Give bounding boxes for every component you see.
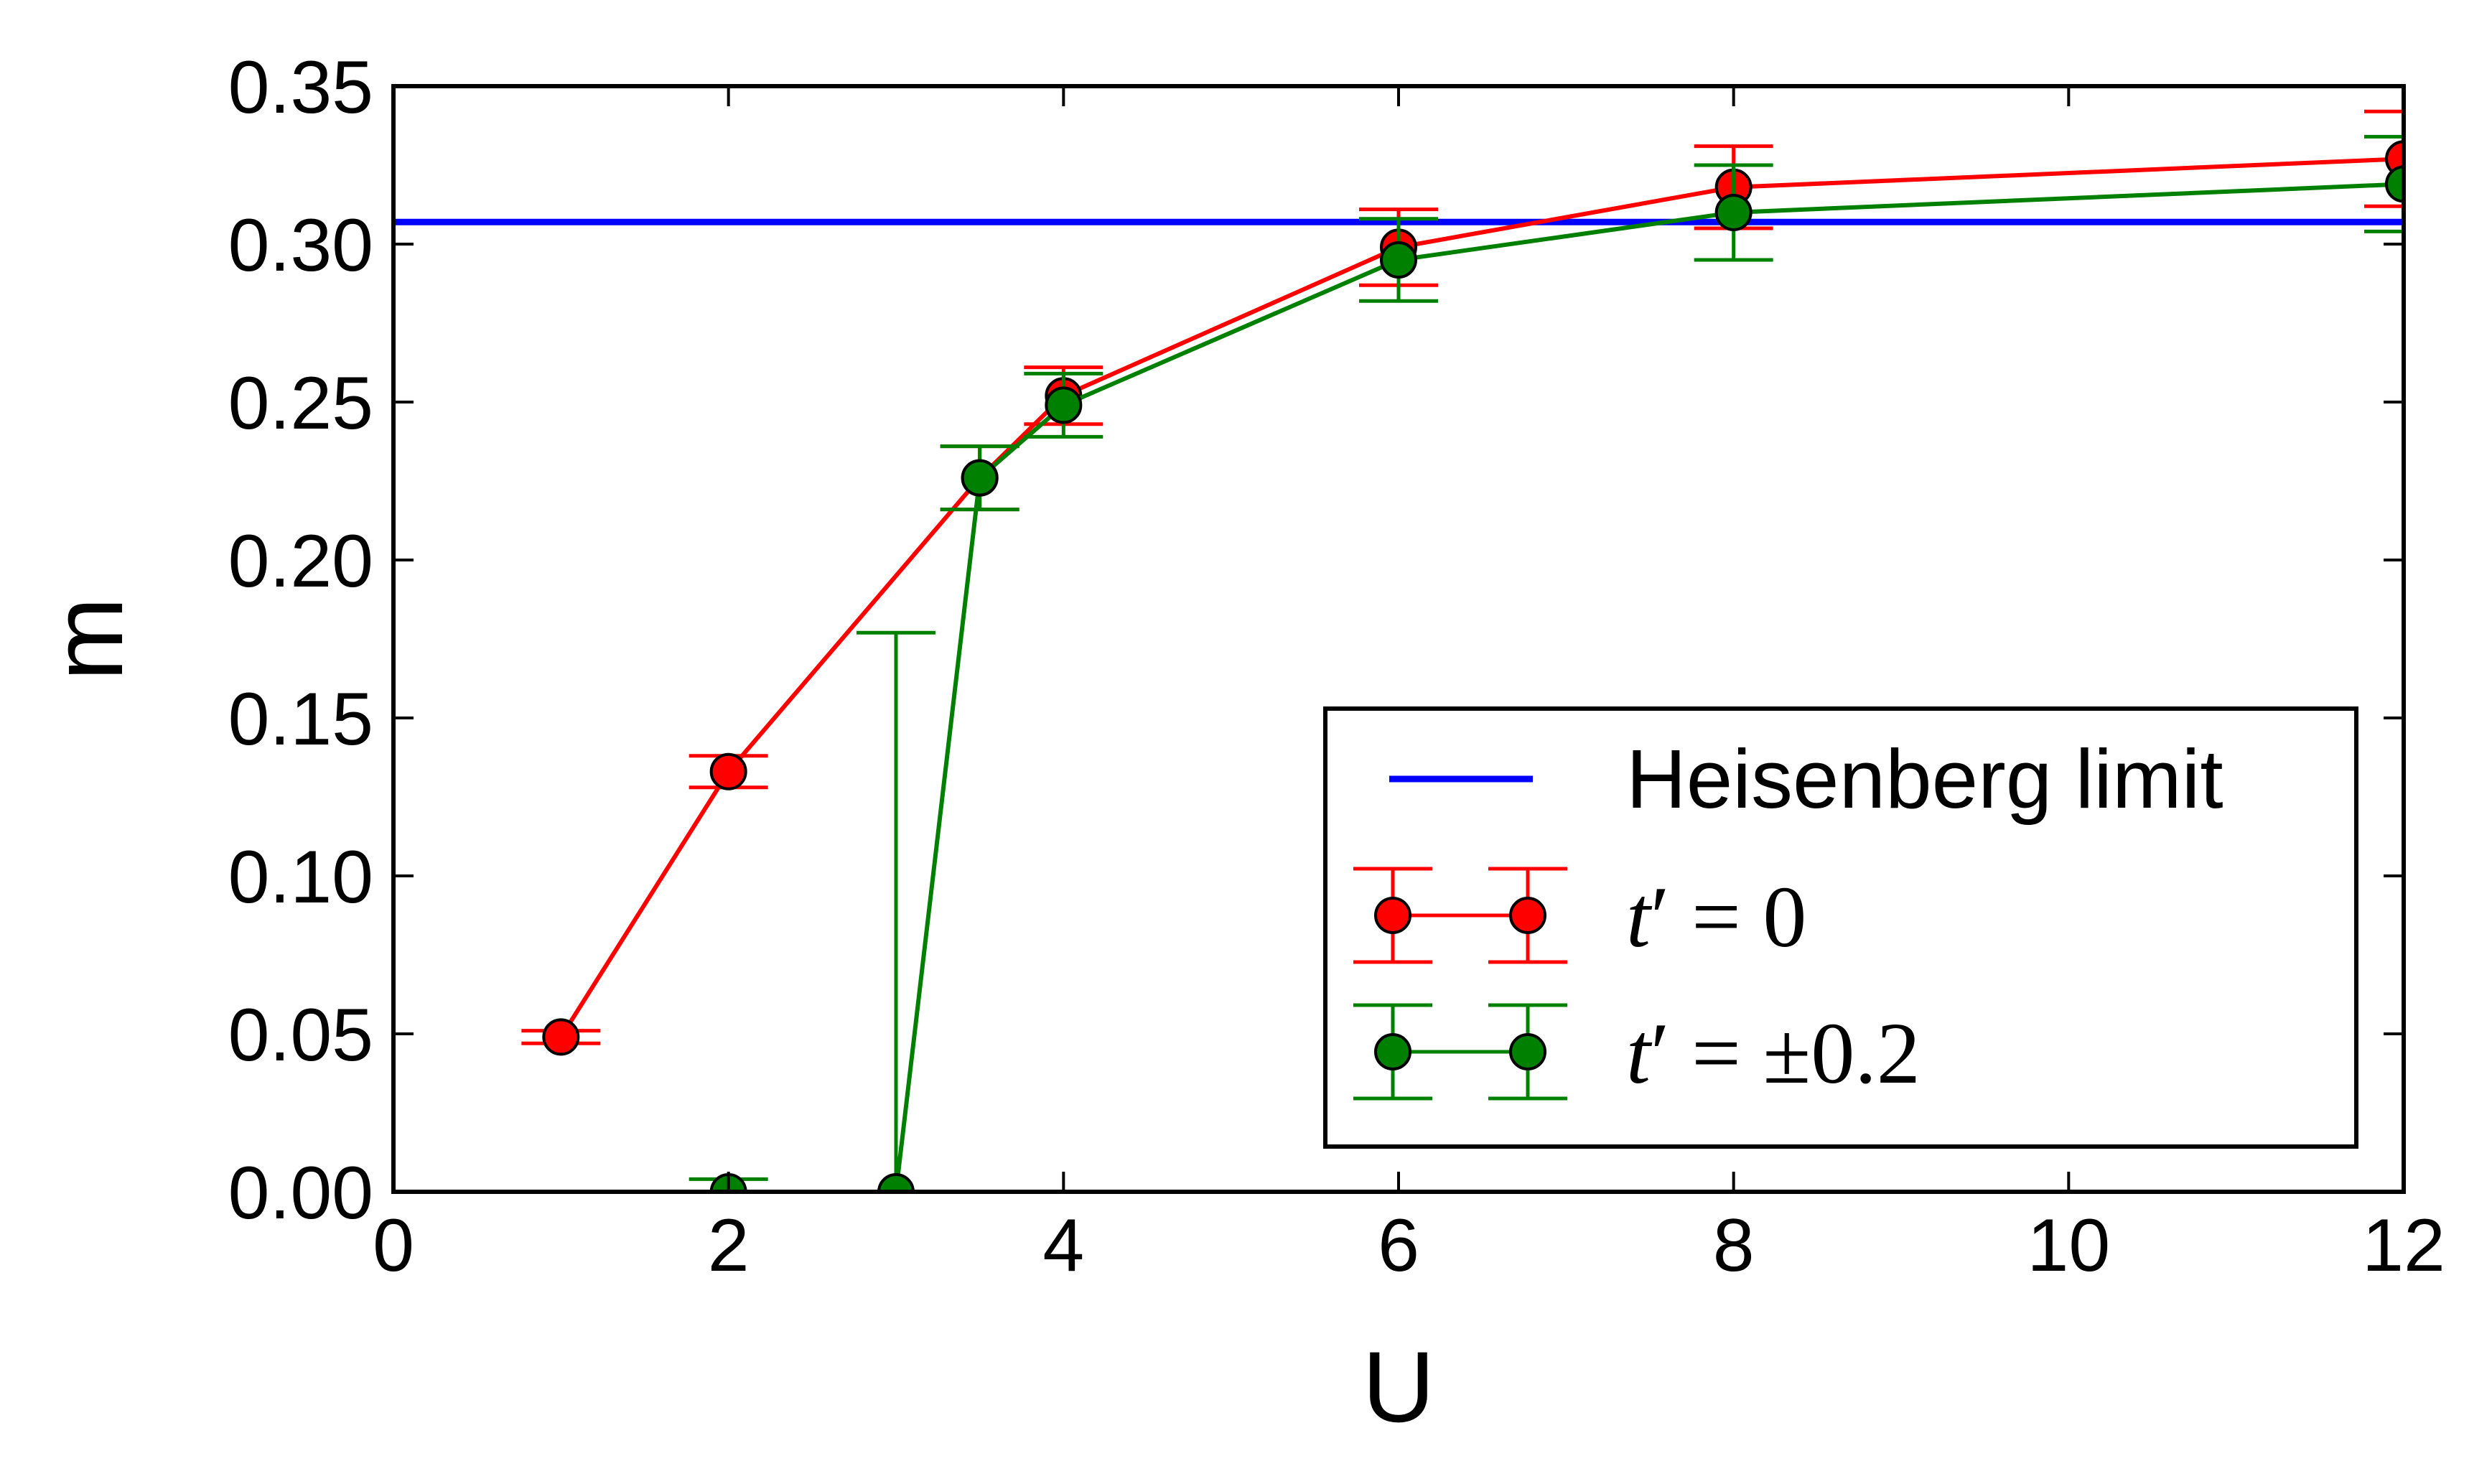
- x-tick-label: 4: [1042, 1204, 1084, 1287]
- data-point: [542, 1018, 580, 1056]
- x-tick-label: 10: [2027, 1204, 2110, 1287]
- y-tick-label: 0.10: [228, 836, 373, 919]
- data-point: [1714, 194, 1753, 231]
- x-tick-label: 6: [1378, 1204, 1419, 1287]
- legend-series-t02-marker: [1353, 1003, 1567, 1101]
- y-tick-label: 0.30: [228, 204, 373, 287]
- y-tick-label: 0.25: [228, 362, 373, 445]
- y-axis-label: m: [31, 597, 144, 681]
- y-tick-label: 0.00: [228, 1152, 373, 1235]
- tick-layer: 0 2 4 6 8 10 12 0.00 0.05 0.10 0.15 0.20 0.25 0.30 0.3…: [228, 46, 2445, 1287]
- legend-series-t02-label: t′ = ±0.2: [1626, 1005, 1921, 1102]
- legend-heisenberg-label: Heisenberg limit: [1626, 732, 2223, 826]
- plot-layer: [393, 109, 2404, 1192]
- x-tick-label: 8: [1713, 1204, 1755, 1287]
- y-tick-label: 0.35: [228, 46, 373, 129]
- data-point: [2385, 165, 2404, 203]
- x-tick-label: 2: [708, 1204, 750, 1287]
- data-point: [877, 1173, 915, 1192]
- plot-frame: [391, 84, 2406, 1194]
- x-tick-label: 0: [373, 1204, 414, 1287]
- x-tick-label: 12: [2362, 1204, 2445, 1287]
- y-tick-label: 0.15: [228, 678, 373, 761]
- data-point: [961, 459, 999, 497]
- data-point: [1045, 386, 1083, 424]
- x-axis-label: U: [1362, 1330, 1434, 1443]
- legend: Heisenberg limit t′ = 0: [1323, 706, 2358, 1149]
- data-point: [1380, 241, 1417, 279]
- series-1: [689, 134, 2404, 1192]
- legend-series-t0-marker: [1353, 867, 1567, 964]
- y-tick-label: 0.20: [228, 520, 373, 603]
- y-tick-label: 0.05: [228, 994, 373, 1077]
- data-point: [709, 752, 747, 790]
- legend-series-t0-label: t′ = 0: [1626, 869, 1806, 966]
